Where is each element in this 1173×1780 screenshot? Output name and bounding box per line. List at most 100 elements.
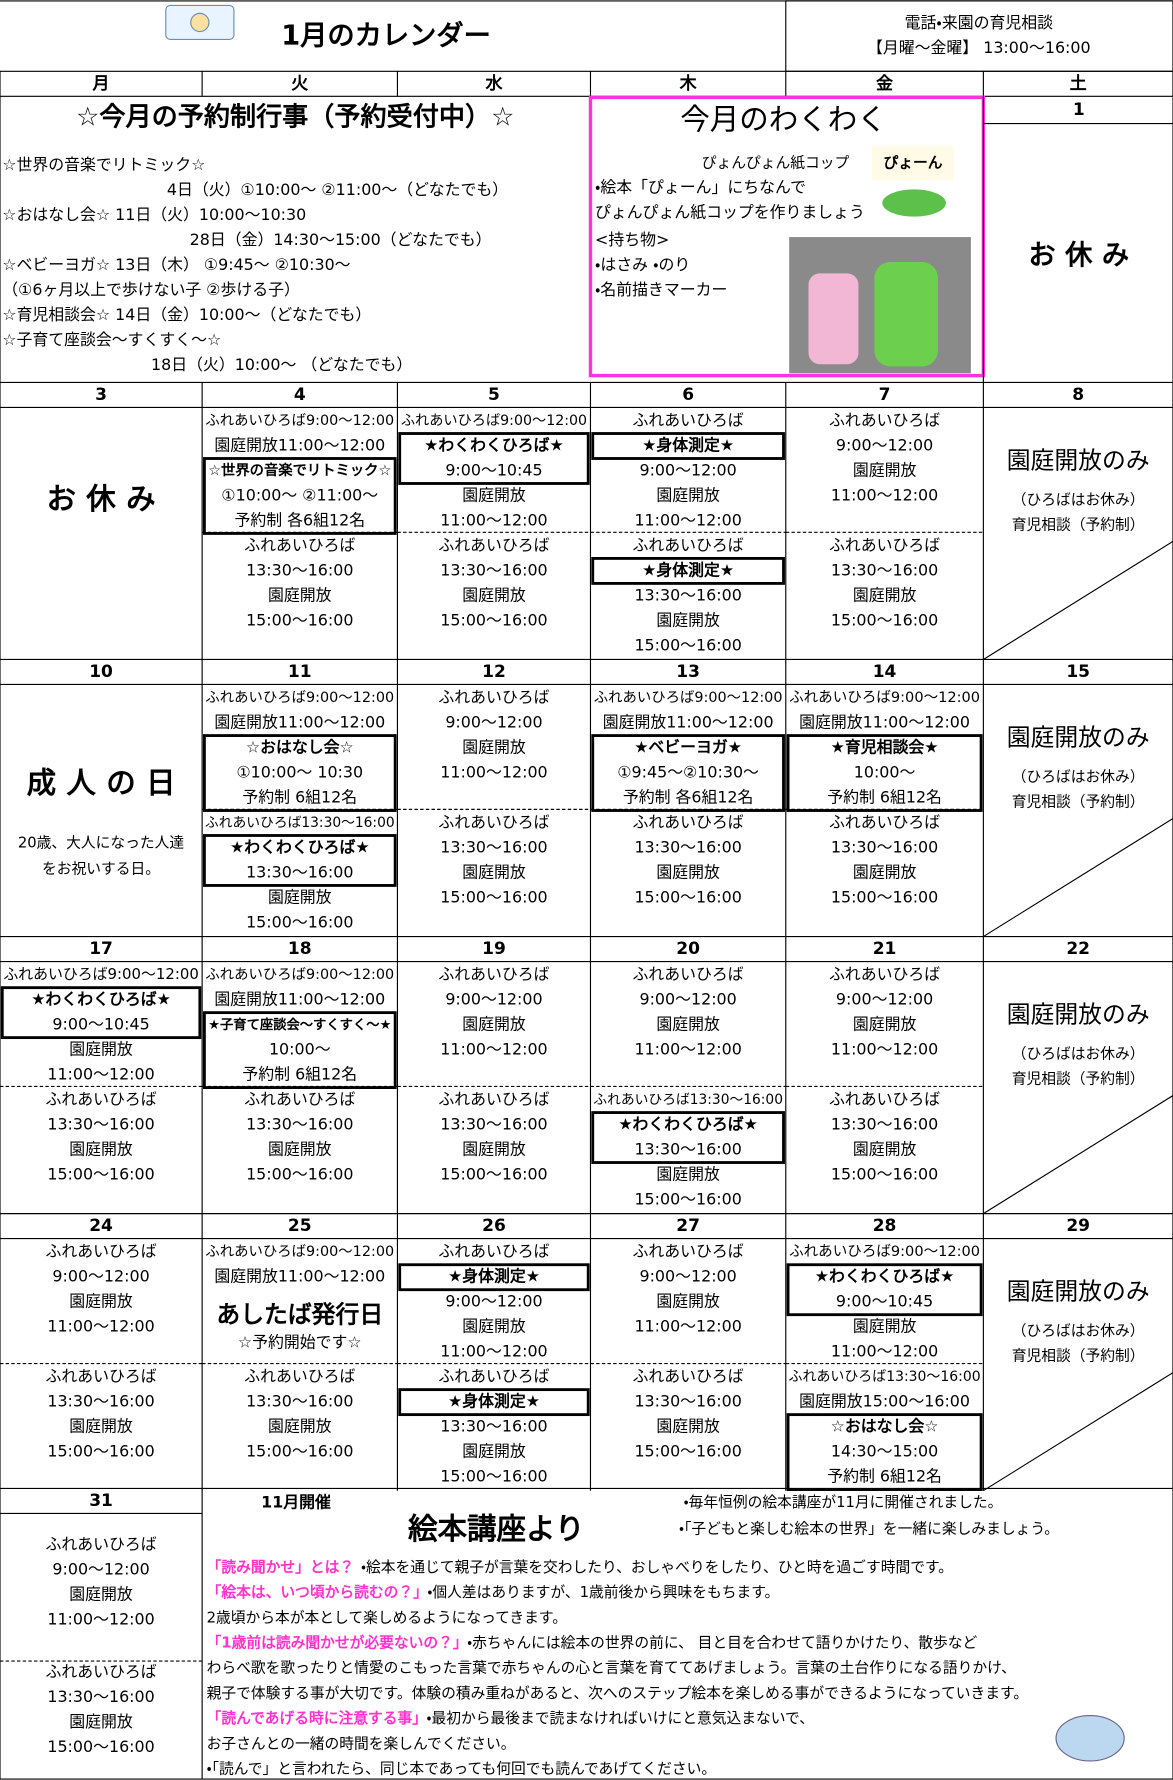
cell-line: 園庭開放 [853,862,917,881]
wakuwaku-line: ・はさみ ・のり [595,255,690,274]
cell-line: ふれあいひろば [438,813,549,832]
cell-line: 10:00～ [269,1040,331,1059]
note-line: 育児相談（予約制） [1012,1348,1145,1365]
note-line: 育児相談（予約制） [1012,1071,1145,1088]
lecture-line: 「1歳前は読み聞かせが必要ないの？」 ・赤ちゃんには絵本の世界の前に、 目と目を合… [207,1634,978,1652]
cell-line: ①10:00～ 10:30 [236,763,363,782]
cell-line: 11:00～12:00 [831,1040,938,1059]
lecture-line: お子さんとの一緒の時間を楽しんでください。 [207,1735,516,1752]
cell-line: 園庭開放 [656,862,720,881]
cell-line: 9:00～12:00 [836,990,933,1009]
cell-line: 園庭開放 [268,585,332,604]
lecture-line: わらべ歌を歌ったりと情愛のこもった言葉で赤ちゃんの心と言葉を育ててあげましょう。… [207,1660,1016,1677]
cell-line: 園庭開放 [69,1140,133,1159]
cell-line: ふれあいひろば9:00～12:00 [205,1243,394,1260]
lecture-line: 2歳頃から本が本として楽しめるようになってきます。 [207,1609,567,1626]
cell-line: 11:00～12:00 [47,1065,154,1084]
lecture-intro: ・「子どもと楽しむ絵本の世界」を一緒に楽しみましょう。 [679,1520,1059,1537]
cell-line: 13:30～16:00 [831,837,938,856]
cell-line: 15:00～16:00 [440,887,547,906]
cell-line: ふれあいひろば9:00～12:00 [789,689,980,706]
cell-line: 13:30～16:00 [47,1115,154,1134]
cell-line: ふれあいひろば9:00～12:00 [205,966,394,983]
holiday-note: お 休 み [1028,240,1129,271]
cell-line: ★ベビーヨガ★ [634,738,742,757]
lecture-text: 親子で体験する事が大切です。体験の積み重ねがあると、次へのステップ絵本を楽しめる… [207,1685,1028,1702]
weekday: 火 [291,74,308,94]
lecture-text: ・最初から最後まで読まなければいけにと意気込まないで、 [426,1710,813,1727]
photo-rabbit [808,273,859,365]
cell-line: 園庭開放 [69,1585,133,1604]
cell-line: 園庭開放 [462,738,526,757]
cell-line: ☆世界の音楽でリトミック☆ [208,461,391,479]
cell-line: 15:00～16:00 [634,1442,741,1461]
date: 19 [482,939,506,959]
weekday: 水 [484,73,503,94]
cell-line: 15:00～16:00 [246,1165,353,1184]
date: 11 [288,662,312,682]
cell-line: 9:00～12:00 [52,1560,149,1579]
event-box [202,457,397,535]
cell-line: 園庭開放 [462,862,526,881]
cell-line: ふれあいひろば [45,1090,156,1109]
notice-line: （①6ヶ月以上で歩けない子 ②歩ける子） [2,280,300,299]
event-box [786,1263,983,1317]
date: 3 [95,385,107,405]
cell-line: あしたば発行日 [216,1300,383,1328]
date: 26 [482,1216,506,1236]
lecture-title: 絵本講座より [408,1512,585,1546]
cell-line: ★わくわくひろば★ [815,1267,955,1286]
cell-line: 園庭開放 [656,485,720,504]
date: 27 [676,1216,700,1236]
holiday-note: お 休 み [47,482,156,516]
cell-line: 13:30～16:00 [246,1392,353,1411]
date: 6 [682,385,694,405]
cell-line: 園庭開放 [462,1015,526,1034]
weekday: 木 [679,73,698,94]
date: 1 [1073,100,1085,120]
cell-line: 9:00～10:45 [52,1015,149,1034]
cell-line: 13:30～16:00 [47,1687,154,1706]
cell-line: ふれあいひろば [633,411,744,430]
cell-line: 9:00～12:00 [445,713,542,732]
cell-line: 10:00～ [854,763,916,782]
cell-line: 園庭開放 [69,1040,133,1059]
lecture-text: お子さんとの一緒の時間を楽しんでください。 [207,1735,516,1752]
cell-line: 園庭開放 [69,1417,133,1436]
logo [165,4,235,41]
note-line: （ひろばはお休み） [1012,769,1145,786]
cell-line: 13:30～16:00 [440,837,547,856]
cell-line: 13:30～16:00 [634,585,741,604]
cell-line: ★身体測定★ [642,560,734,579]
lecture-line: 「読み聞かせ」とは？ ・絵本を通じて親子が言葉を交わしたり、おしゃべりをしたり、ひ… [207,1558,953,1576]
cell-line: 園庭開放15:00～16:00 [799,1392,970,1411]
cell-line: 9:00～10:45 [445,460,542,479]
cell-line: 11:00～12:00 [440,510,547,529]
cell-line: 園庭開放 [853,1140,917,1159]
event-box [786,734,983,812]
cell-line: 13:30～16:00 [831,1115,938,1134]
cell-line: 13:30～16:00 [634,1140,741,1159]
rule [983,817,1173,938]
cell-line: 園庭開放 [656,610,720,629]
cell-line: 13:30～16:00 [246,1115,353,1134]
cell-line: 13:30～16:00 [246,862,353,881]
cell-line: 15:00～16:00 [246,912,353,931]
cell-line: 13:30～16:00 [246,560,353,579]
note-line: 20歳、大人になった人達 [18,834,185,851]
lecture-held: 11月開催 [261,1493,331,1512]
cell-line: 9:00～12:00 [445,990,542,1009]
cell-line: ふれあいひろば [244,535,355,554]
cell-line: 15:00～16:00 [440,610,547,629]
cell-line: 15:00～16:00 [831,610,938,629]
cell-line: 11:00～12:00 [831,485,938,504]
wakuwaku-line: <持ち物> [595,230,669,249]
cell-line: 11:00～12:00 [831,1342,938,1361]
cell-line: ふれあいひろば13:30～16:00 [593,1092,783,1108]
cell-line: ふれあいひろば9:00～12:00 [594,689,783,706]
cell-line: 園庭開放 [656,1292,720,1311]
cell-line: 園庭開放 [656,1015,720,1034]
notice-line: 18日（火）10:00～ （どなたでも） [151,355,412,374]
date: 25 [288,1216,312,1236]
cell-line: ふれあいひろば [45,1662,156,1681]
